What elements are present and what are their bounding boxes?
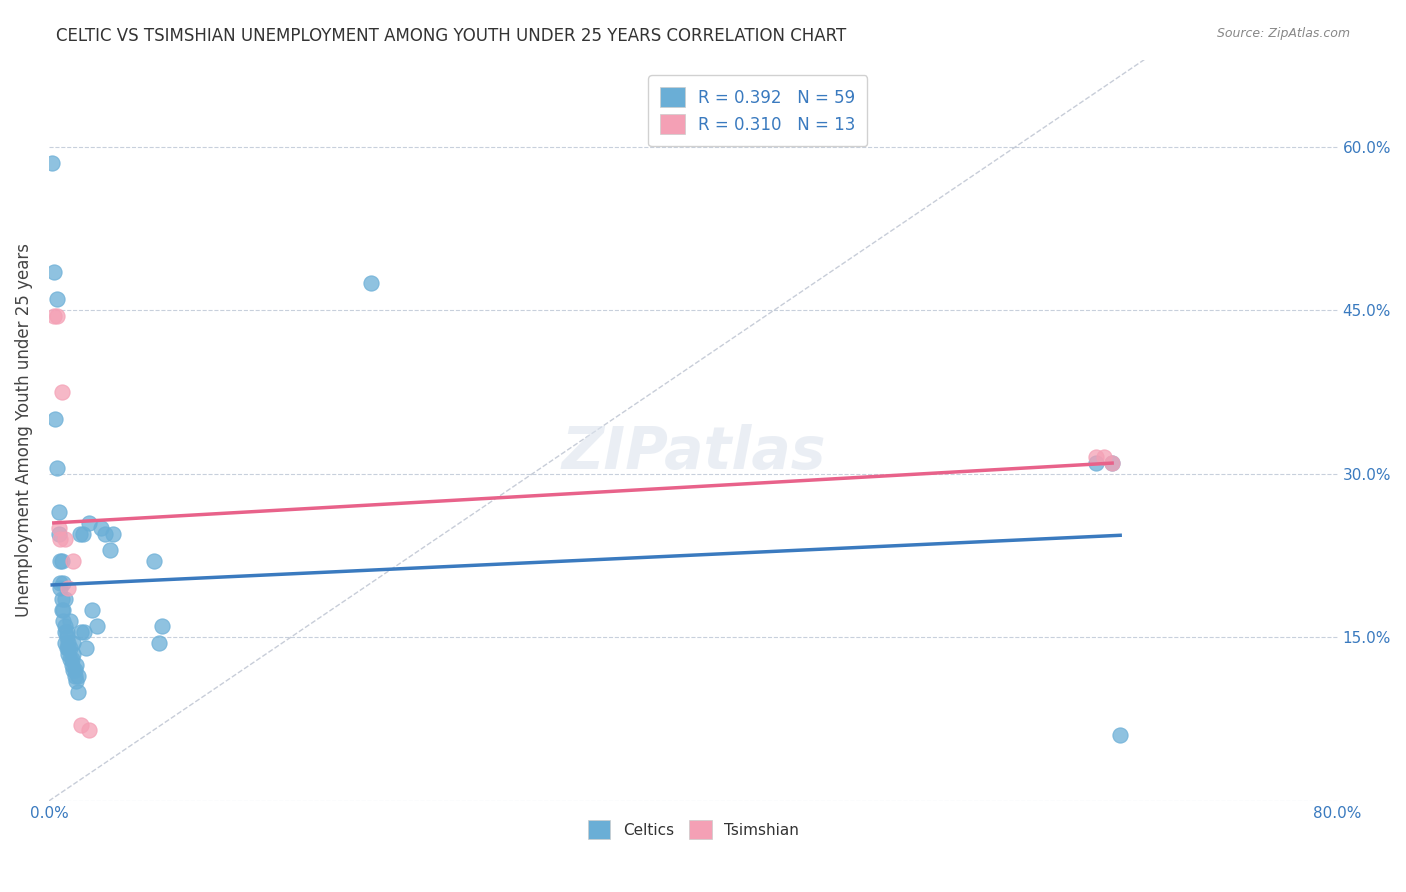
Text: CELTIC VS TSIMSHIAN UNEMPLOYMENT AMONG YOUTH UNDER 25 YEARS CORRELATION CHART: CELTIC VS TSIMSHIAN UNEMPLOYMENT AMONG Y… [56,27,846,45]
Point [48,521,70,535]
Point [58,641,80,656]
Point [94,526,117,541]
Point [41,156,63,170]
Point [62,636,84,650]
Point [1092,450,1115,465]
Point [103,526,125,541]
Point [77,723,100,737]
Point [49,575,72,590]
Point [60,657,83,672]
Point [62,647,84,661]
Legend: Celtics, Tsimshian: Celtics, Tsimshian [582,814,806,845]
Y-axis label: Unemployment Among Youth under 25 years: Unemployment Among Youth under 25 years [15,244,32,617]
Point [52,614,75,628]
Point [51,603,73,617]
Point [70,624,93,639]
Point [51,592,73,607]
Point [65,673,87,688]
Point [360,276,382,290]
Point [52,603,75,617]
Point [53,636,76,650]
Point [60,652,83,666]
Text: Source: ZipAtlas.com: Source: ZipAtlas.com [1216,27,1350,40]
Point [58,647,80,661]
Point [70,717,93,731]
Point [82,603,104,617]
Point [62,663,84,677]
Point [66,685,89,699]
Point [142,554,165,568]
Point [58,636,80,650]
Point [75,641,97,656]
Point [72,526,94,541]
Point [48,526,70,541]
Point [42,309,65,323]
Point [77,516,100,530]
Point [73,624,96,639]
Point [150,619,173,633]
Point [51,385,73,400]
Point [55,631,77,645]
Point [55,624,77,639]
Point [53,619,76,633]
Point [46,309,69,323]
Point [49,533,72,547]
Point [53,592,76,607]
Point [69,526,91,541]
Point [63,663,86,677]
Point [98,543,121,558]
Point [53,624,76,639]
Point [55,641,77,656]
Point [59,614,82,628]
Point [1101,456,1123,470]
Point [53,533,76,547]
Point [148,636,170,650]
Point [49,554,72,568]
Point [86,619,108,633]
Point [66,668,89,682]
Point [46,461,69,475]
Point [1085,456,1108,470]
Point [65,657,87,672]
Point [42,265,65,279]
Point [59,652,82,666]
Point [46,293,69,307]
Point [89,521,111,535]
Point [62,554,84,568]
Point [1085,450,1108,465]
Point [63,668,86,682]
Point [1109,729,1132,743]
Point [49,582,72,596]
Text: ZIPatlas: ZIPatlas [561,424,825,481]
Point [44,412,66,426]
Point [58,582,80,596]
Point [52,575,75,590]
Point [1101,456,1123,470]
Point [48,505,70,519]
Point [51,554,73,568]
Point [59,641,82,656]
